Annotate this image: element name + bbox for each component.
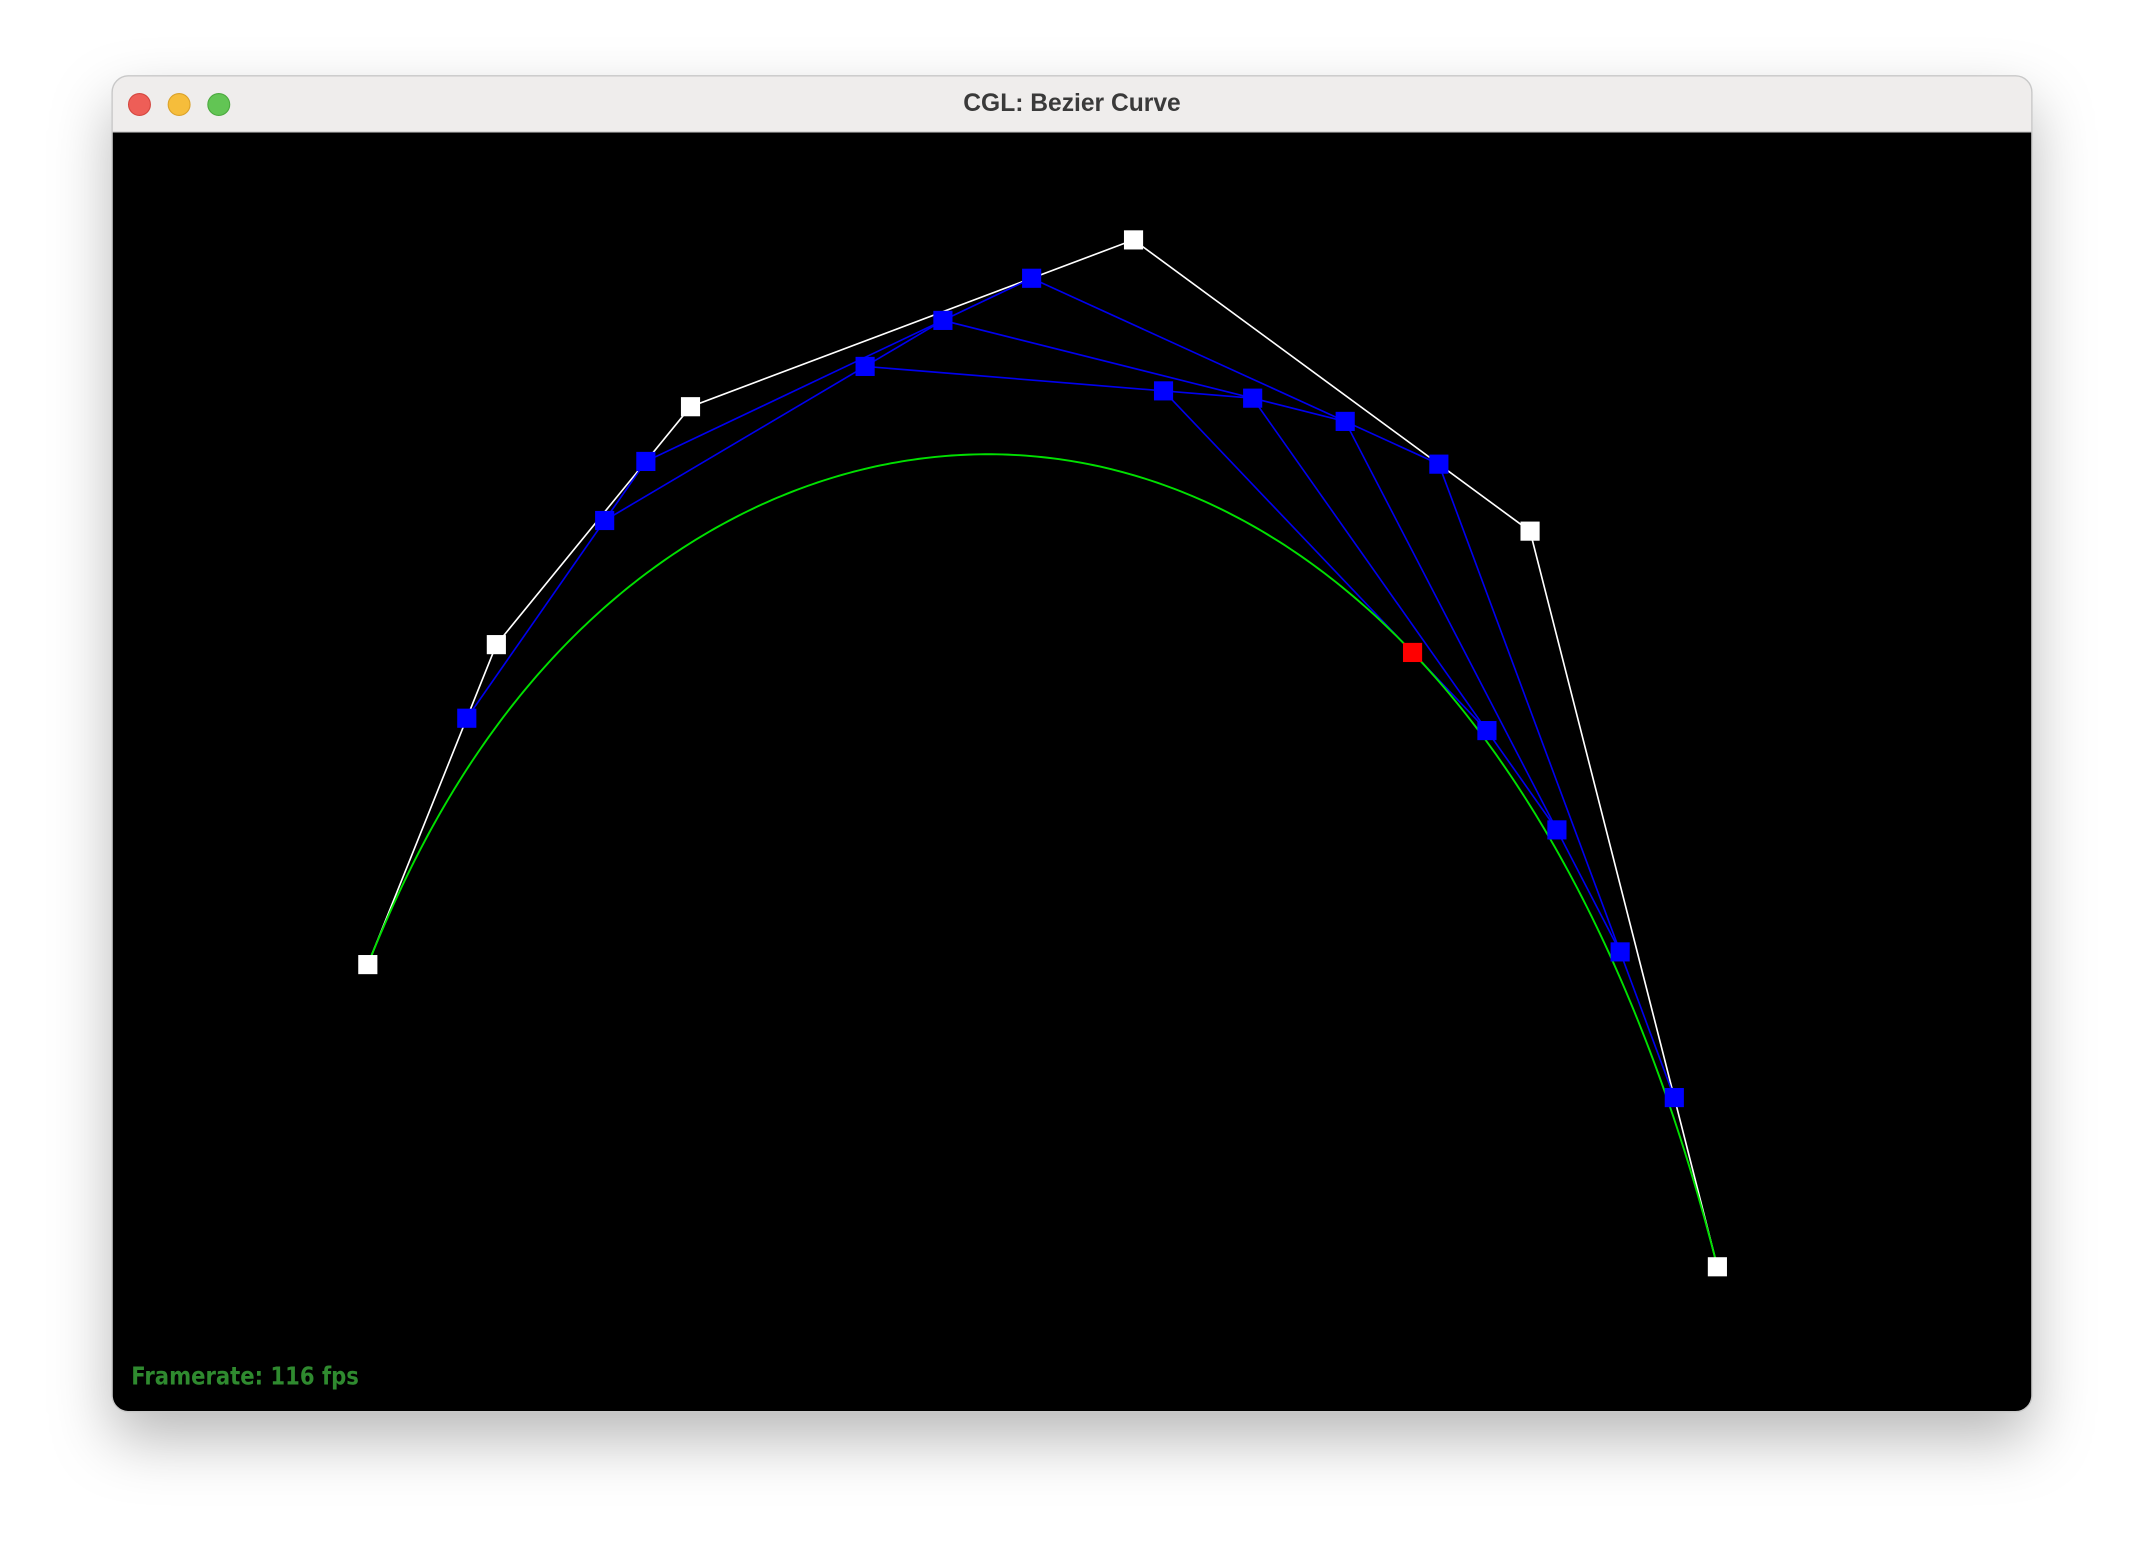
- intermediate-point: [1335, 411, 1355, 431]
- close-button[interactable]: [127, 93, 151, 117]
- title-bar: [112, 75, 2032, 132]
- intermediate-point: [1664, 1088, 1684, 1108]
- zoom-button[interactable]: [207, 93, 231, 117]
- control-point: [1520, 521, 1540, 541]
- intermediate-point: [457, 708, 477, 728]
- intermediate-point: [1243, 388, 1263, 408]
- intermediate-polygon: [604, 319, 1621, 953]
- framerate: Framerate: 116 fps: [131, 1363, 359, 1391]
- control-point: [358, 955, 378, 975]
- evaluated-point: [1402, 642, 1423, 663]
- control-point: [680, 397, 701, 417]
- intermediate-point: [1547, 820, 1567, 840]
- window-border: [111, 75, 2033, 1413]
- intermediate-point: [933, 310, 953, 330]
- intermediate-point: [636, 451, 656, 472]
- viewport: [112, 133, 2032, 1412]
- window: [112, 75, 2032, 1412]
- intermediate-point: [1022, 268, 1042, 288]
- minimize-button[interactable]: [167, 93, 191, 117]
- intermediate-point: [855, 356, 875, 376]
- intermediate-point: [1153, 381, 1174, 401]
- intermediate-point: [595, 510, 615, 531]
- bezier-curve: [366, 453, 1719, 1268]
- intermediate-point: [1429, 454, 1449, 474]
- bezier-drawing: [358, 230, 1727, 1277]
- control-point: [1123, 230, 1144, 250]
- control-point: [1707, 1257, 1727, 1277]
- intermediate-point: [1610, 942, 1630, 962]
- window-title: CGL: Bezier Curve: [963, 90, 1180, 117]
- intermediate-point: [1477, 721, 1497, 741]
- control-point: [486, 635, 506, 655]
- control-polygon: [367, 238, 1719, 1267]
